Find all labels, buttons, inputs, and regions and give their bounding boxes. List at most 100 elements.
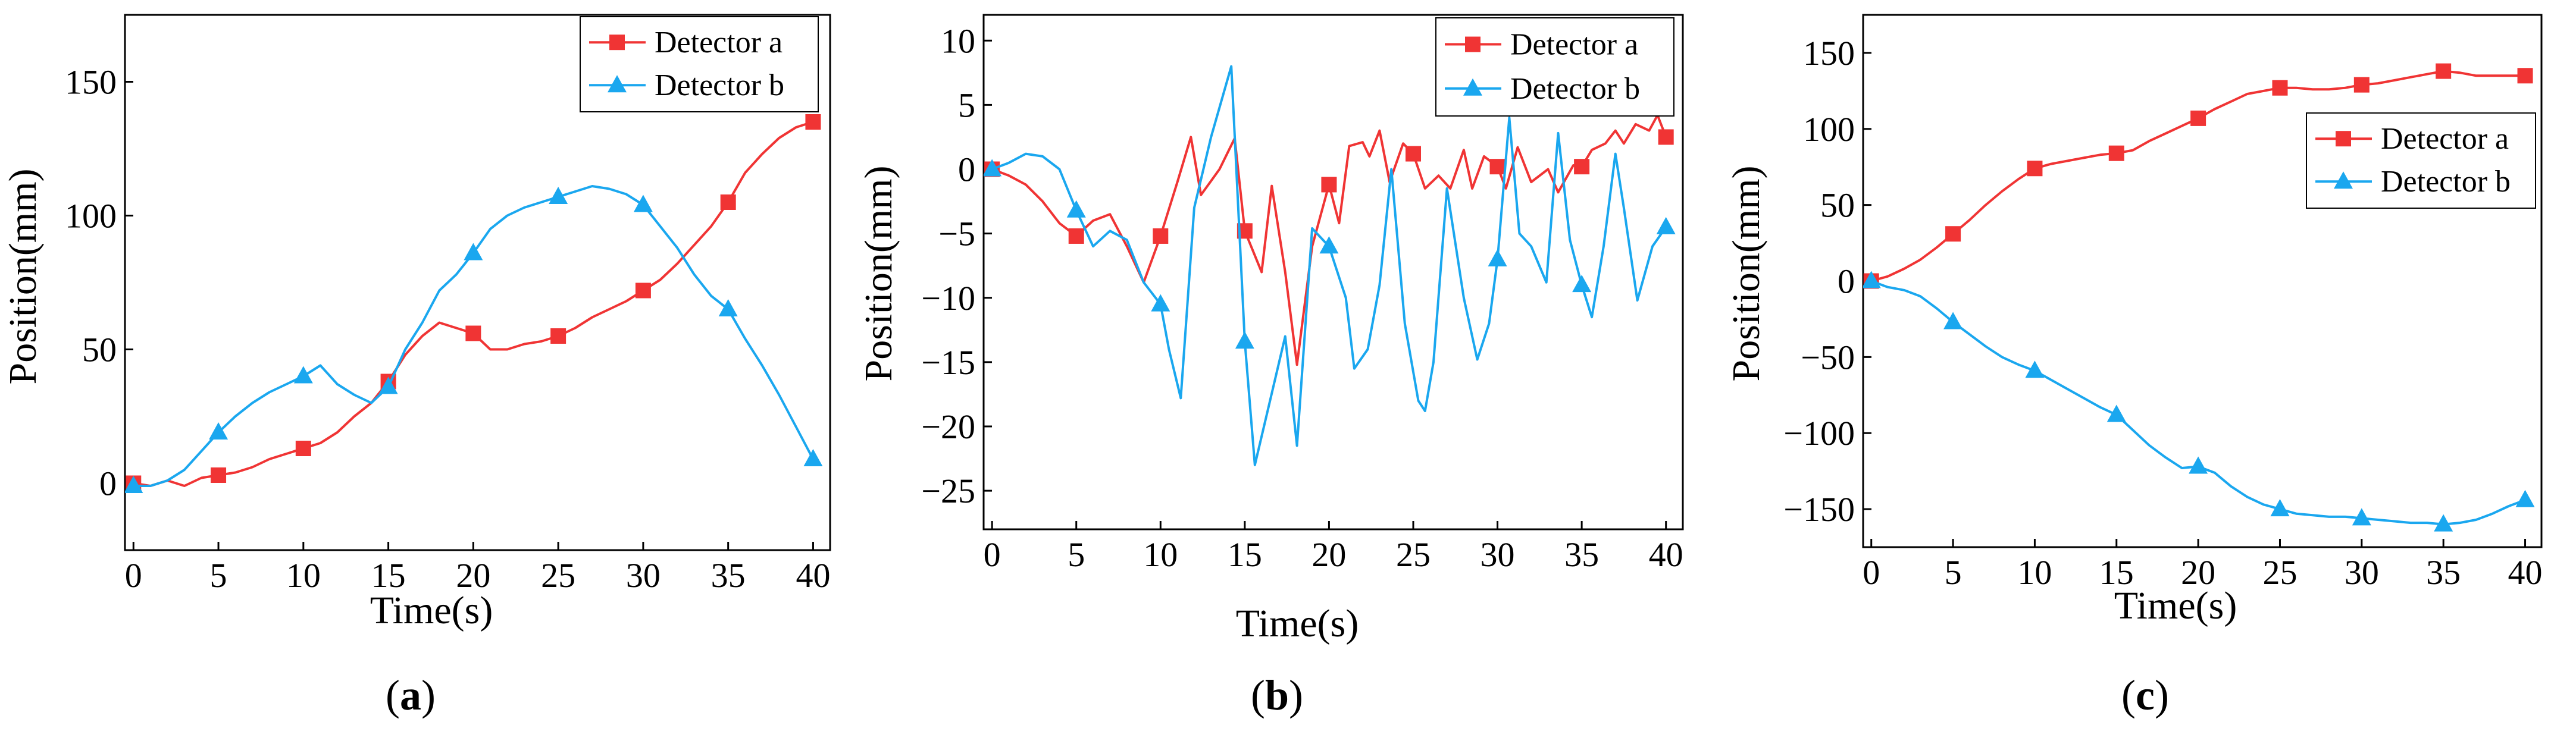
legend-marker [608, 75, 627, 93]
x-tick-label: 30 [2345, 553, 2379, 592]
x-tick-label: 35 [1564, 535, 1599, 574]
data-point-marker [1488, 249, 1507, 266]
y-tick-label: 50 [82, 331, 117, 369]
caption-b: (b) [1250, 671, 1303, 719]
data-point-marker [1235, 331, 1254, 349]
data-point-marker [1068, 228, 1084, 244]
data-point-marker [805, 114, 821, 130]
y-tick-label: −100 [1783, 414, 1855, 453]
series-detector-b [1863, 271, 2535, 532]
x-tick-label: 25 [2262, 553, 2297, 592]
y-tick-label: 0 [1838, 262, 1855, 301]
data-point-marker [550, 328, 566, 344]
series-detector-a [126, 114, 821, 491]
x-tick-label: 0 [125, 556, 142, 595]
data-point-marker [464, 243, 483, 260]
legend-label: Detector b [1510, 72, 1640, 106]
y-axis-label: Position(mm) [1724, 165, 1768, 381]
legend-marker [1465, 36, 1481, 52]
y-tick-label: −5 [938, 215, 975, 253]
panel-a-chart: 0 5 10 15 20 25 30 35 40 0 50 100 150 Time(s) Position… [1, 14, 831, 632]
legend-label: Detector b [2381, 165, 2511, 199]
x-tick-label: 5 [1068, 535, 1085, 574]
data-point-marker [1489, 159, 1505, 175]
y-tick-label: 150 [1803, 34, 1855, 73]
y-tick-label: 10 [941, 21, 975, 60]
panel-c-chart: 0 5 10 15 20 25 30 35 40 150 100 50 0 −50 −100 −150 Time… [1724, 14, 2543, 627]
y-tick-label: 0 [99, 464, 117, 503]
y-tick-label: 150 [65, 63, 117, 102]
x-axis-label: Time(s) [2114, 584, 2237, 627]
data-point-marker [295, 441, 311, 456]
legend-label: Detector a [2381, 122, 2509, 156]
data-point-marker [1319, 236, 1339, 254]
y-tick-label: −15 [921, 343, 975, 382]
x-tick-label: 10 [1143, 535, 1178, 574]
legend-marker [609, 34, 625, 51]
legend: Detector a Detector b [2306, 112, 2536, 209]
y-tick-label: 100 [65, 197, 117, 236]
x-tick-label: 5 [1945, 553, 1962, 592]
x-tick-label: 40 [796, 556, 830, 595]
data-point-marker [2352, 508, 2371, 526]
y-tick-label: 50 [1820, 186, 1855, 225]
x-tick-label: 10 [286, 556, 321, 595]
data-point-marker [720, 194, 736, 210]
x-tick-label: 20 [456, 556, 490, 595]
data-point-marker [2025, 360, 2045, 378]
data-point-marker [465, 325, 481, 341]
y-axis-label: Position(mm) [859, 165, 900, 381]
data-point-marker [209, 422, 229, 440]
y-axis-label: Position(mm) [1, 168, 45, 384]
data-point-marker [633, 194, 653, 212]
data-point-marker [293, 366, 313, 384]
plot-frame [124, 14, 831, 551]
y-tick-label: 0 [958, 150, 975, 189]
x-tick-label: 25 [541, 556, 575, 595]
y-tick-label: −20 [921, 407, 975, 446]
x-tick-label: 15 [1228, 535, 1262, 574]
data-point-marker [125, 476, 143, 493]
data-point-marker [718, 299, 738, 316]
data-point-marker [2515, 489, 2535, 507]
x-tick-label: 30 [1481, 535, 1515, 574]
x-tick-label: 5 [210, 556, 227, 595]
data-point-marker [2027, 161, 2043, 177]
x-tick-label: 15 [371, 556, 406, 595]
data-point-marker [2108, 145, 2124, 161]
caption-a: (a) [386, 671, 436, 719]
series-line [133, 121, 814, 487]
data-point-marker [1151, 294, 1170, 312]
data-point-marker [803, 449, 823, 466]
x-tick-label: 40 [1649, 535, 1683, 574]
series-line [991, 65, 1667, 466]
plot-frame [982, 14, 1684, 530]
legend: Detector a Detector b [1435, 17, 1674, 117]
data-point-marker [1945, 226, 1961, 242]
y-tick-label: 5 [958, 86, 975, 124]
data-point-marker [1066, 200, 1086, 218]
x-tick-label: 40 [2508, 553, 2543, 592]
legend-label: Detector a [655, 26, 782, 59]
data-point-marker [635, 282, 651, 299]
y-tick-label: 100 [1803, 110, 1855, 149]
legend-box [580, 16, 819, 112]
data-point-marker [2272, 80, 2288, 96]
legend-label: Detector b [655, 68, 784, 102]
legend-label: Detector a [1510, 28, 1638, 62]
data-point-marker [1656, 216, 1676, 234]
data-point-marker [2434, 514, 2453, 532]
y-tick-label: −25 [921, 472, 975, 510]
panel-b-chart: 0 5 10 15 20 25 30 35 40 10 5 0 −5 −10 −15 −20 −25 Time(s… [859, 14, 1684, 645]
x-tick-label: 20 [2181, 553, 2215, 592]
data-point-marker [1943, 312, 1963, 329]
x-tick-label: 0 [984, 535, 1001, 574]
series-detector-b [984, 65, 1676, 466]
legend-marker [1463, 78, 1482, 96]
data-point-marker [1153, 228, 1169, 244]
x-tick-label: 15 [2099, 553, 2134, 592]
data-point-marker [1658, 129, 1674, 145]
x-tick-label: 20 [1312, 535, 1346, 574]
series-line [1871, 280, 2526, 526]
